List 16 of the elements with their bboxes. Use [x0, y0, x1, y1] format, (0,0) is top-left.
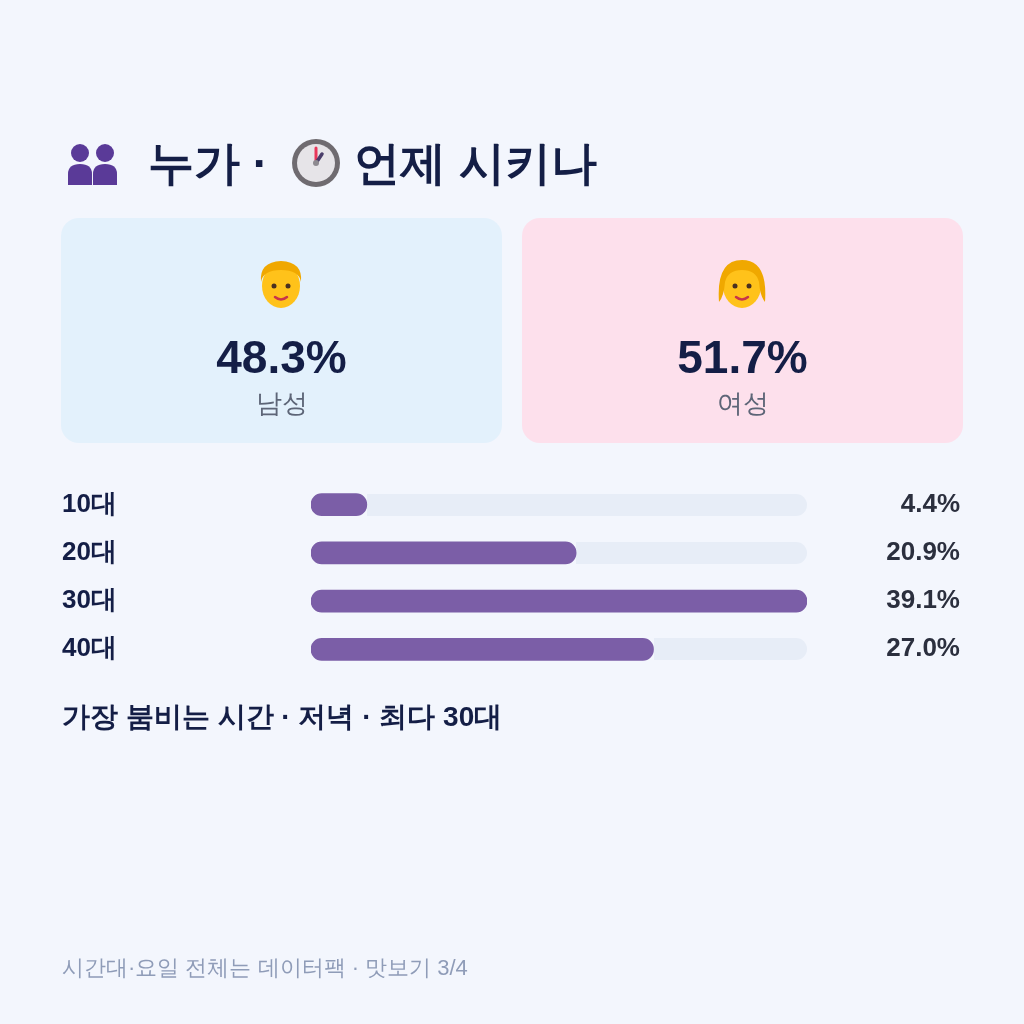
y-tick-label: 20대 [62, 536, 117, 567]
category-label: 남성 [254, 387, 309, 420]
y-tick-label: 10대 [62, 487, 117, 518]
bar [311, 589, 807, 613]
y-tick-label: 40대 [62, 632, 117, 663]
text: 시간대·요일 전체는 데이터팩 · 맛보기 3/4 [62, 954, 468, 982]
data-label: 4.4% [900, 487, 960, 518]
chart-title: 누가 · 언제 시키나 [148, 137, 597, 189]
data-label: 20.9% [886, 536, 960, 567]
text: 가장 붐비는 시간 · 저녁 · 최다 30대 [62, 700, 503, 734]
y-tick-label: 30대 [62, 584, 117, 615]
data-label: 48.3% [215, 330, 348, 384]
category-label: 여성 [715, 387, 770, 420]
data-label: 39.1% [886, 584, 960, 615]
data-label: 27.0% [886, 632, 960, 663]
data-label: 51.7% [676, 330, 809, 384]
